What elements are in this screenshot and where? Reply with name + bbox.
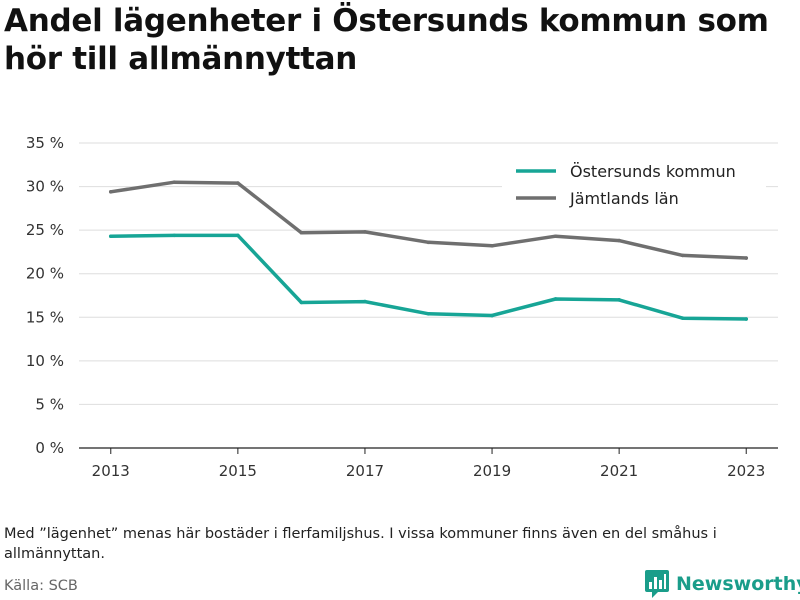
x-axis: 2013 2015 2017 2019 2021 2023: [79, 447, 778, 480]
brand-name: Newsworthy: [676, 573, 800, 595]
source-note: Källa: SCB: [4, 578, 78, 594]
x-tick-label: 2023: [727, 462, 765, 480]
data-point: [490, 244, 494, 248]
legend: Östersunds kommun Jämtlands län: [502, 153, 766, 215]
y-tick-label: 10 %: [26, 352, 64, 370]
data-point: [617, 298, 621, 302]
x-tick-label: 2013: [92, 462, 130, 480]
x-tick-label: 2019: [473, 462, 511, 480]
y-tick-label: 0 %: [35, 439, 64, 457]
x-tick-label: 2015: [219, 462, 257, 480]
data-point: [490, 313, 494, 318]
data-point: [363, 230, 367, 234]
data-point: [553, 297, 558, 301]
data-point: [744, 256, 749, 260]
legend-label-1: Jämtlands län: [569, 189, 679, 208]
y-tick-label: 5 %: [35, 395, 64, 413]
y-axis: 0 % 5 % 10 % 15 % 20 % 25 % 30 % 35 %: [26, 134, 64, 457]
data-point: [426, 312, 431, 316]
data-point: [108, 234, 113, 239]
newsworthy-logo-icon: [645, 570, 669, 598]
chart-title: Andel lägenheter i Östersunds kommun som…: [4, 3, 769, 77]
data-point: [363, 299, 367, 304]
line-chart: 0 %5 %10 %15 %20 %25 %30 %35 % 2013 2015 2…: [26, 134, 778, 480]
data-point: [553, 234, 558, 239]
data-point: [299, 300, 304, 305]
data-point: [426, 240, 431, 245]
data-point: [172, 180, 177, 185]
data-point: [172, 233, 177, 238]
data-point: [617, 238, 621, 243]
series-lines: [108, 180, 749, 321]
y-tick-label: 20 %: [26, 265, 64, 283]
data-point: [108, 190, 113, 194]
legend-label-0: Östersunds kommun: [570, 162, 736, 181]
data-point: [744, 317, 749, 321]
data-point: [236, 181, 240, 185]
data-point: [236, 233, 240, 238]
footnote: Med ”lägenhet” menas här bostäder i fler…: [4, 526, 717, 562]
data-point: [299, 230, 304, 235]
data-point: [680, 253, 685, 258]
x-tick-label: 2021: [600, 462, 638, 480]
legend-box: [502, 153, 766, 215]
brand-logo[interactable]: Newsworthy: [644, 568, 800, 600]
y-tick-label: 30 %: [26, 178, 64, 196]
y-tick-label: 15 %: [26, 308, 64, 326]
y-tick-label: 35 %: [26, 134, 64, 152]
y-tick-label: 25 %: [26, 221, 64, 239]
data-point: [680, 316, 685, 320]
x-tick-label: 2017: [346, 462, 384, 480]
